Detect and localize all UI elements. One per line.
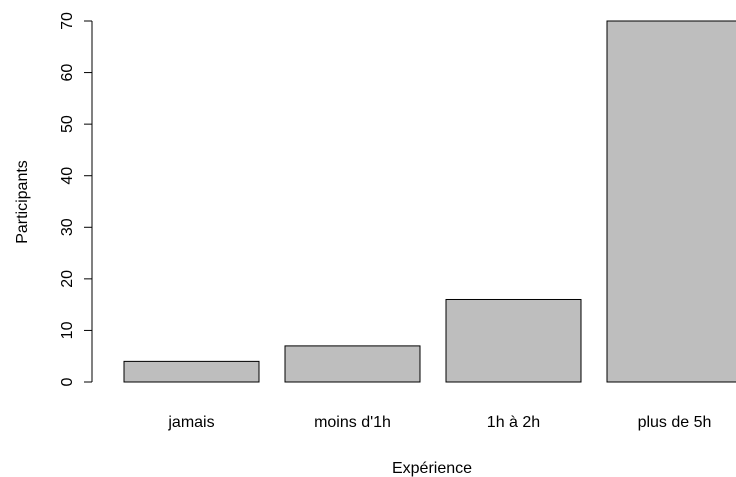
x-tick-labels: jamais moins d'1h 1h à 2h plus de 5h <box>167 414 711 431</box>
bar <box>123 360 260 383</box>
x-axis-title: Expérience <box>392 460 472 477</box>
y-tick-label: 70 <box>59 12 76 30</box>
x-tick-label: 1h à 2h <box>487 414 540 431</box>
y-tick-label: 40 <box>59 167 76 185</box>
bars <box>123 20 736 383</box>
bar <box>606 20 736 383</box>
x-tick-label: moins d'1h <box>314 414 391 431</box>
y-tick-label: 60 <box>59 64 76 82</box>
y-tick-label: 20 <box>59 270 76 288</box>
y-tick-label: 50 <box>59 115 76 133</box>
x-tick-label: jamais <box>167 414 214 431</box>
bar <box>284 345 421 383</box>
bar <box>445 298 582 383</box>
x-tick-label: plus de 5h <box>638 414 712 431</box>
y-axis: 0 10 20 30 40 50 60 70 <box>59 12 93 386</box>
y-tick-label: 30 <box>59 218 76 236</box>
y-axis-title: Participants <box>14 160 31 244</box>
y-tick-label: 10 <box>59 321 76 339</box>
y-tick-label: 0 <box>59 377 76 386</box>
